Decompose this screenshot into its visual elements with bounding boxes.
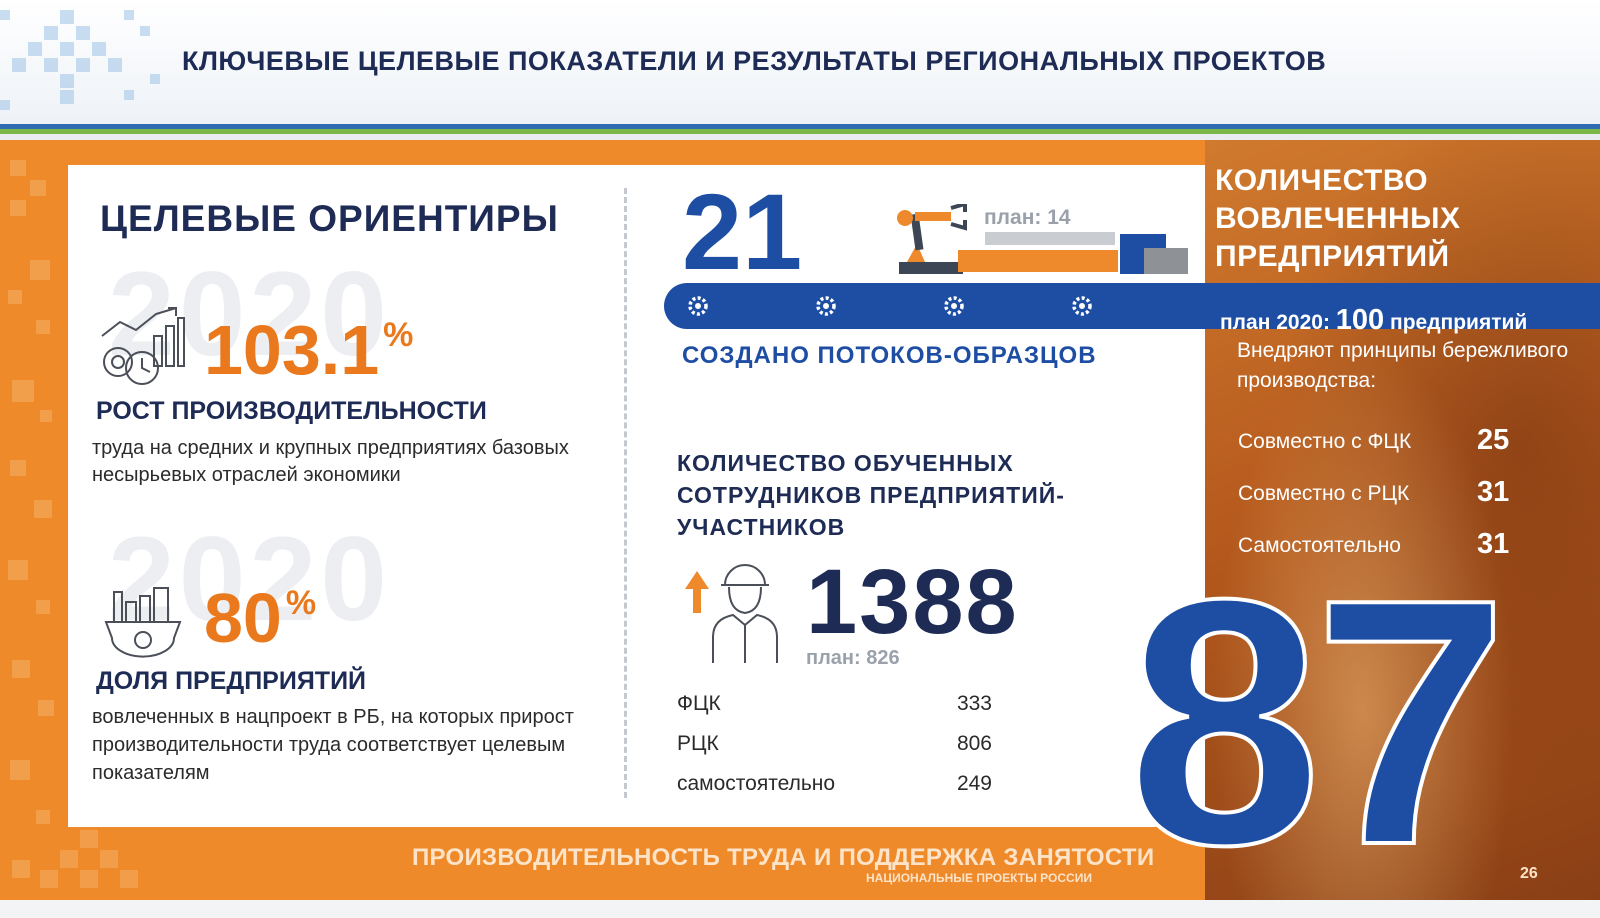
flows-fact-bar [958, 250, 1118, 272]
folk-ornament-icon [8, 160, 54, 878]
worker-icon [685, 564, 778, 663]
enterprises-breakdown-value: 25 [1477, 424, 1510, 456]
share-value: 80% [204, 579, 317, 657]
header-stripe-light [0, 134, 1600, 140]
flows-value: 21 [682, 171, 803, 292]
trained-plan-label: план: 826 [806, 647, 900, 669]
enterprises-plan-value: 100 [1335, 304, 1385, 336]
trained-breakdown-name: ФЦК [677, 692, 721, 715]
flows-label: СОЗДАНО ПОТОКОВ-ОБРАЗЦОВ [682, 342, 1097, 369]
enterprises-breakdown-name: Совместно с ФЦК [1238, 430, 1412, 453]
targets-title: ЦЕЛЕВЫЕ ОРИЕНТИРЫ [100, 198, 559, 239]
share-label: ДОЛЯ ПРЕДПРИЯТИЙ [96, 667, 367, 695]
gear-icon [816, 296, 836, 316]
conveyor-block-grey [1144, 248, 1188, 274]
gear-icon [1072, 296, 1092, 316]
enterprises-breakdown-value: 31 [1477, 476, 1510, 508]
share-description: вовлеченных в нацпроект в РБ, на которых… [92, 706, 574, 784]
factory-photo-panel [1205, 140, 1600, 900]
content-card [68, 165, 1205, 827]
productivity-label: РОСТ ПРОИЗВОДИТЕЛЬНОСТИ [96, 397, 487, 425]
flows-plan-label: план: 14 [984, 206, 1071, 229]
trained-breakdown-value: 249 [956, 772, 992, 795]
year-watermark: 2020 [108, 512, 391, 646]
conveyor-band [664, 283, 1600, 329]
trained-title: КОЛИЧЕСТВО ОБУЧЕННЫХ СОТРУДНИКОВ ПРЕДПРИ… [677, 450, 1065, 540]
productivity-value: 103.1% [204, 311, 414, 389]
percent-sign: % [383, 316, 414, 354]
enterprises-breakdown-name: Совместно с РЦК [1238, 482, 1410, 505]
flows-plan-bar [985, 232, 1115, 245]
trained-value: 1388 [806, 551, 1019, 653]
factory-gear-icon [104, 587, 182, 658]
header-stripe-blue [0, 124, 1600, 129]
percent-sign: % [285, 584, 317, 622]
trained-breakdown-value: 806 [956, 732, 992, 755]
page-number: 26 [1520, 865, 1538, 882]
snowflake-ornament-icon [0, 10, 160, 110]
enterprises-breakdown-name: Самостоятельно [1238, 534, 1401, 557]
enterprises-lean-text: Внедряют принципы бережливого производст… [1237, 339, 1569, 392]
enterprises-total: 87 [1125, 527, 1510, 918]
gear-icon [944, 296, 964, 316]
robot-arm-icon [897, 204, 967, 274]
trained-breakdown-value: 333 [956, 692, 992, 715]
enterprises-plan: план 2020: 100 предприятий [1220, 304, 1528, 336]
folk-ornament-bottom-icon [40, 830, 138, 888]
trained-breakdown-name: самостоятельно [677, 772, 836, 795]
column-divider [624, 188, 627, 798]
enterprises-breakdown-value: 31 [1477, 528, 1510, 560]
footer-title: ПРОИЗВОДИТЕЛЬНОСТЬ ТРУДА И ПОДДЕРЖКА ЗАН… [412, 844, 1155, 871]
enterprises-title: КОЛИЧЕСТВО ВОВЛЕЧЕННЫХ ПРЕДПРИЯТИЙ [1215, 164, 1461, 273]
gear-icon [688, 296, 708, 316]
productivity-chart-icon [101, 307, 185, 385]
footer-subtitle: НАЦИОНАЛЬНЫЕ ПРОЕКТЫ РОССИИ [866, 871, 1092, 885]
trained-breakdown-name: РЦК [677, 732, 719, 755]
productivity-description: труда на средних и крупных предприятиях … [92, 437, 569, 486]
header-stripe-green [0, 129, 1600, 134]
page-title: КЛЮЧЕВЫЕ ЦЕЛЕВЫЕ ПОКАЗАТЕЛИ И РЕЗУЛЬТАТЫ… [182, 46, 1327, 76]
header-band [0, 0, 1600, 124]
